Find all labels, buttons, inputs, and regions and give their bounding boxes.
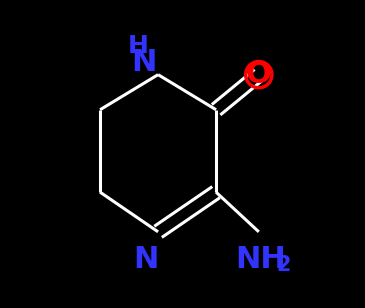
Text: NH: NH — [235, 245, 286, 274]
Text: O: O — [246, 60, 272, 89]
Text: N: N — [133, 245, 158, 274]
Text: H: H — [128, 34, 149, 58]
Text: 2: 2 — [276, 255, 291, 275]
Text: N: N — [132, 48, 157, 77]
